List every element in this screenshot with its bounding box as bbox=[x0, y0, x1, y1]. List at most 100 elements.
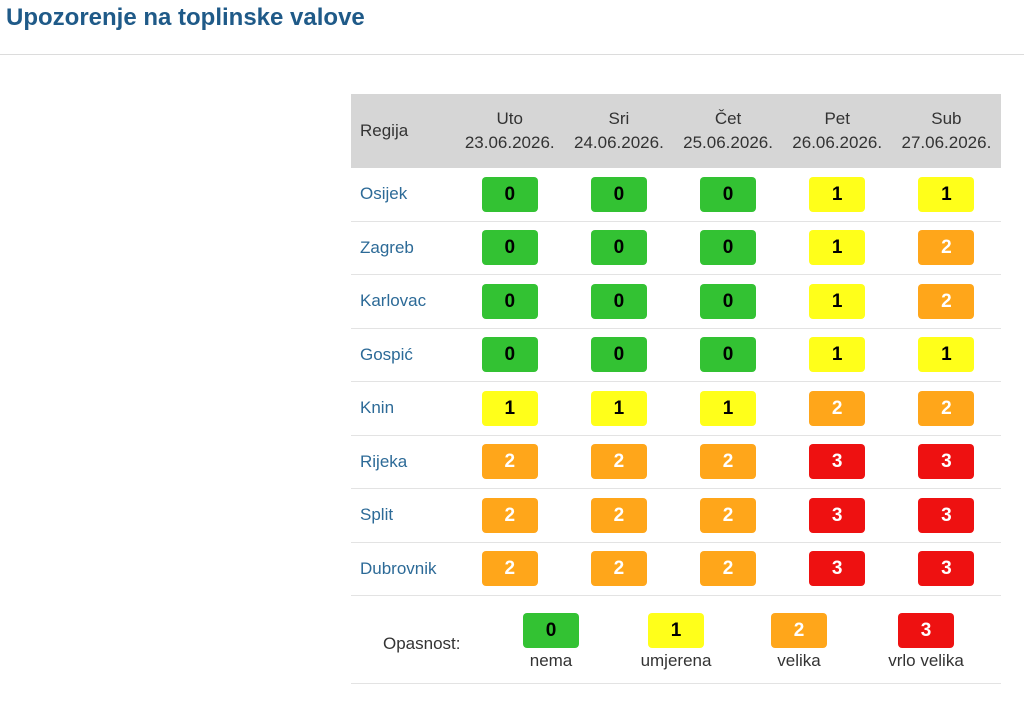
day-name: Pet bbox=[824, 109, 850, 128]
table-row: Rijeka 2 2 2 3 3 bbox=[351, 435, 1001, 489]
level-cell: 2 bbox=[564, 542, 674, 596]
level-badge: 2 bbox=[918, 283, 975, 319]
day-date: 26.06.2026. bbox=[792, 133, 883, 152]
level-cell: 0 bbox=[455, 328, 565, 382]
level-cell: 1 bbox=[891, 168, 1001, 222]
level-cell: 0 bbox=[673, 221, 783, 275]
level-cell: 0 bbox=[564, 168, 674, 222]
level-badge: 2 bbox=[809, 390, 866, 426]
level-badge: 2 bbox=[700, 551, 757, 587]
level-badge: 1 bbox=[918, 176, 975, 212]
level-cell: 0 bbox=[455, 168, 565, 222]
level-cell: 0 bbox=[564, 274, 674, 329]
level-cell: 3 bbox=[782, 435, 892, 489]
level-cell: 2 bbox=[891, 274, 1001, 329]
level-cell: 1 bbox=[564, 381, 674, 436]
level-badge: 0 bbox=[700, 176, 757, 212]
level-cell: 2 bbox=[564, 435, 674, 489]
legend-badge: 2 bbox=[771, 613, 827, 648]
level-badge: 2 bbox=[700, 497, 757, 533]
level-cell: 1 bbox=[673, 381, 783, 436]
level-cell: 2 bbox=[455, 488, 565, 543]
level-badge: 0 bbox=[700, 283, 757, 319]
level-badge: 2 bbox=[590, 551, 647, 587]
day-column-header: Sri 24.06.2026. bbox=[564, 94, 674, 168]
level-badge: 2 bbox=[481, 497, 538, 533]
level-cell: 0 bbox=[564, 221, 674, 275]
table-row: Split 2 2 2 3 3 bbox=[351, 488, 1001, 543]
level-cell: 3 bbox=[891, 542, 1001, 596]
region-name: Rijeka bbox=[351, 435, 456, 489]
level-cell: 0 bbox=[673, 168, 783, 222]
legend-item-nema: 0 nema bbox=[496, 613, 606, 671]
level-cell: 2 bbox=[455, 542, 565, 596]
level-badge: 0 bbox=[700, 337, 757, 373]
level-badge: 0 bbox=[481, 230, 538, 266]
level-cell: 0 bbox=[455, 274, 565, 329]
day-name: Sri bbox=[608, 109, 630, 128]
day-date: 27.06.2026. bbox=[901, 133, 992, 152]
table-row: Knin 1 1 1 2 2 bbox=[351, 381, 1001, 436]
level-badge: 2 bbox=[590, 497, 647, 533]
legend-badge: 3 bbox=[898, 613, 954, 648]
level-badge: 0 bbox=[481, 283, 538, 319]
table-row: Gospić 0 0 0 1 1 bbox=[351, 328, 1001, 382]
day-column-header: Uto 23.06.2026. bbox=[455, 94, 565, 168]
level-cell: 2 bbox=[673, 435, 783, 489]
heatwave-warning-table: Regija Uto 23.06.2026. Sri 24.06.2026. Č… bbox=[351, 94, 1001, 596]
level-badge: 1 bbox=[590, 390, 647, 426]
level-badge: 1 bbox=[481, 390, 538, 426]
level-cell: 3 bbox=[782, 488, 892, 543]
day-date: 23.06.2026. bbox=[464, 133, 555, 152]
level-badge: 1 bbox=[809, 337, 866, 373]
level-badge: 3 bbox=[809, 444, 866, 480]
level-badge: 1 bbox=[809, 230, 866, 266]
level-cell: 1 bbox=[782, 168, 892, 222]
legend-item-vrlo-velika: 3 vrlo velika bbox=[871, 613, 981, 671]
table-row: Karlovac 0 0 0 1 2 bbox=[351, 274, 1001, 329]
region-name: Gospić bbox=[351, 328, 456, 382]
level-cell: 2 bbox=[891, 381, 1001, 436]
level-cell: 3 bbox=[782, 542, 892, 596]
title-divider bbox=[0, 54, 1024, 55]
level-cell: 0 bbox=[673, 274, 783, 329]
day-column-header: Pet 26.06.2026. bbox=[782, 94, 892, 168]
level-badge: 2 bbox=[700, 444, 757, 480]
day-date: 24.06.2026. bbox=[573, 133, 664, 152]
level-badge: 1 bbox=[700, 390, 757, 426]
level-cell: 2 bbox=[455, 435, 565, 489]
level-cell: 2 bbox=[782, 381, 892, 436]
level-cell: 1 bbox=[891, 328, 1001, 382]
legend-item-velika: 2 velika bbox=[744, 613, 854, 671]
level-cell: 1 bbox=[782, 221, 892, 275]
region-column-header: Regija bbox=[351, 94, 456, 168]
level-cell: 1 bbox=[782, 274, 892, 329]
level-cell: 0 bbox=[564, 328, 674, 382]
level-badge: 0 bbox=[700, 230, 757, 266]
region-name: Zagreb bbox=[351, 221, 456, 275]
level-badge: 3 bbox=[918, 551, 975, 587]
day-name: Sub bbox=[931, 109, 962, 128]
level-badge: 2 bbox=[481, 444, 538, 480]
region-name: Osijek bbox=[351, 168, 456, 222]
legend-text: vrlo velika bbox=[888, 651, 964, 670]
region-name: Dubrovnik bbox=[351, 542, 456, 596]
table-header-row: Regija Uto 23.06.2026. Sri 24.06.2026. Č… bbox=[351, 94, 1001, 168]
level-cell: 0 bbox=[673, 328, 783, 382]
table-row: Dubrovnik 2 2 2 3 3 bbox=[351, 542, 1001, 596]
day-name: Čet bbox=[714, 109, 742, 128]
legend-text: umjerena bbox=[640, 651, 712, 670]
level-badge: 0 bbox=[590, 337, 647, 373]
table-row: Zagreb 0 0 0 1 2 bbox=[351, 221, 1001, 275]
level-badge: 2 bbox=[918, 390, 975, 426]
level-badge: 2 bbox=[590, 444, 647, 480]
level-cell: 2 bbox=[673, 488, 783, 543]
page-title: Upozorenje na toplinske valove bbox=[6, 4, 365, 31]
level-badge: 0 bbox=[481, 337, 538, 373]
level-badge: 3 bbox=[809, 551, 866, 587]
level-badge: 3 bbox=[918, 444, 975, 480]
level-badge: 2 bbox=[481, 551, 538, 587]
level-badge: 3 bbox=[918, 497, 975, 533]
day-column-header: Čet 25.06.2026. bbox=[673, 94, 783, 168]
day-name: Uto bbox=[496, 109, 523, 128]
